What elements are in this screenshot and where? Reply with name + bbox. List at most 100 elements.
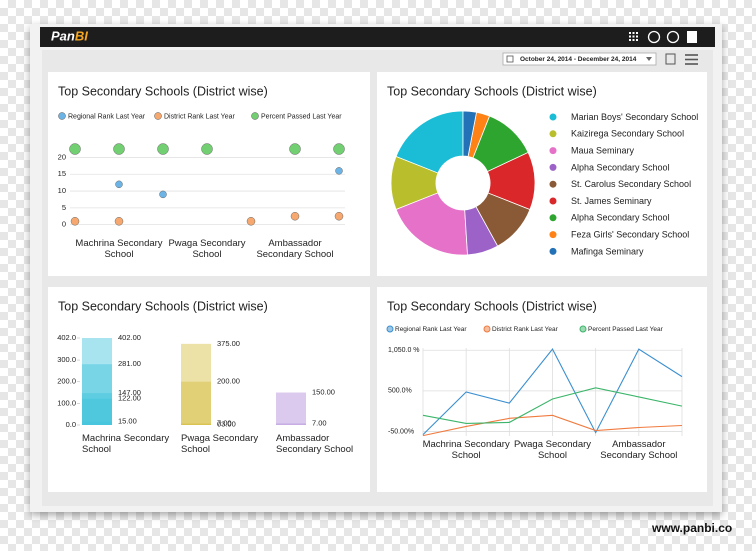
- x-tick-label: Ambassador Secondary School: [600, 439, 678, 461]
- legend-label: St. Carolus Secondary School: [571, 179, 691, 189]
- y-tick-label: -50.00%: [388, 428, 414, 435]
- y-tick-label: 1,050.0 %: [388, 347, 420, 354]
- bar: [82, 338, 112, 425]
- value-label: 150.00: [312, 388, 335, 397]
- point: [70, 217, 80, 226]
- user-icon[interactable]: [666, 30, 680, 44]
- x-tick-label: Pwaga Secondary School: [181, 433, 259, 455]
- value-label: 15.00: [118, 417, 137, 426]
- legend-marker: [154, 112, 162, 120]
- y-tick-label: 15: [58, 169, 66, 178]
- legend-label: Alpha Secondary School: [571, 162, 670, 172]
- point: [114, 217, 124, 226]
- legend-label: Percent Passed Last Year: [588, 326, 664, 333]
- edit-icon[interactable]: [665, 53, 676, 65]
- dropdown-arrow: [646, 57, 652, 61]
- legend-label: St. James Seminary: [571, 196, 652, 206]
- y-tick-label: 10: [58, 186, 66, 195]
- legend-label: Marian Boys' Secondary School: [571, 112, 698, 122]
- value-label: 402.00: [118, 333, 141, 342]
- value-label: 7.00: [217, 418, 232, 427]
- value-label: 375.00: [217, 339, 240, 348]
- point: [159, 190, 167, 199]
- menu-icon[interactable]: [685, 54, 698, 65]
- bar: [82, 364, 112, 425]
- bar: [82, 393, 112, 425]
- y-tick-label: 100.0: [57, 398, 76, 407]
- calendar-icon: [506, 55, 514, 63]
- value-label: 281.00: [118, 359, 141, 368]
- legend-label: District Rank Last Year: [492, 326, 559, 333]
- value-label: 200.00: [217, 377, 240, 386]
- legend-marker: [579, 325, 587, 333]
- point: [201, 143, 213, 155]
- x-tick-label: Pwaga Secondary School: [168, 238, 246, 260]
- point: [334, 211, 344, 221]
- legend-label: Alpha Secondary School: [571, 213, 670, 223]
- slice: [395, 110, 464, 174]
- bar: [276, 423, 306, 425]
- legend-label: Mafinga Seminary: [571, 246, 644, 256]
- point: [69, 143, 81, 155]
- legend-marker: [549, 130, 557, 138]
- chart-title: Top Secondary Schools (District wise): [58, 299, 268, 313]
- value-label: 147.00: [118, 388, 141, 397]
- chart-title: Top Secondary Schools (District wise): [387, 84, 597, 98]
- bar: [276, 392, 306, 425]
- card: [377, 287, 707, 492]
- x-tick-label: Ambassador Secondary School: [256, 238, 334, 260]
- x-tick-label: Machrina Secondary School: [75, 238, 163, 260]
- bar: [181, 424, 211, 425]
- help-icon[interactable]: [647, 30, 661, 44]
- legend-marker: [549, 180, 557, 188]
- legend-label: Kaizirega Secondary School: [571, 129, 684, 139]
- legend-label: District Rank Last Year: [164, 113, 235, 120]
- x-tick-label: Machrina Secondary School: [422, 439, 510, 461]
- y-tick-label: 402.0: [57, 333, 76, 342]
- y-tick-label: 300.0: [57, 355, 76, 364]
- legend-label: Regional Rank Last Year: [68, 113, 146, 120]
- legend-marker: [483, 325, 491, 333]
- x-tick-label: Ambassador Secondary School: [276, 433, 354, 455]
- value-label: 03.00: [217, 419, 236, 428]
- y-tick-label: 500.0%: [388, 388, 412, 395]
- export-icon[interactable]: [687, 31, 697, 43]
- line: [422, 414, 683, 437]
- slice: [462, 110, 477, 157]
- legend-marker: [549, 147, 557, 155]
- legend-marker: [549, 113, 557, 121]
- y-tick-label: 200.0: [57, 377, 76, 386]
- chart-title: Top Secondary Schools (District wise): [387, 299, 597, 313]
- legend-label: Maua Seminary: [571, 145, 635, 155]
- y-tick-label: 0: [62, 220, 66, 229]
- legend-label: Percent Passed Last Year: [261, 113, 342, 120]
- bar: [82, 421, 112, 425]
- point: [246, 217, 256, 226]
- legend-label: Regional Rank Last Year: [395, 326, 467, 333]
- slice: [395, 192, 468, 256]
- legend-marker: [549, 197, 557, 205]
- y-tick-label: 0.0: [66, 420, 76, 429]
- legend-marker: [549, 163, 557, 171]
- y-tick-label: 20: [58, 152, 66, 161]
- card: [48, 287, 370, 492]
- point: [290, 211, 300, 221]
- bar: [181, 343, 211, 425]
- point: [157, 143, 169, 155]
- logo: PanBI: [51, 29, 88, 44]
- value-label: 7.00: [312, 418, 327, 427]
- legend-marker: [549, 214, 557, 222]
- bar: [181, 381, 211, 425]
- x-tick-label: Pwaga Secondary School: [513, 439, 592, 461]
- bar: [181, 423, 211, 425]
- footer-url: www.panbi.co: [651, 521, 732, 535]
- legend-marker: [251, 112, 259, 120]
- date-picker[interactable]: [502, 52, 657, 66]
- legend-marker: [386, 325, 394, 333]
- y-tick-label: 5: [62, 203, 66, 212]
- line: [422, 387, 683, 424]
- apps-icon[interactable]: [629, 32, 638, 41]
- legend-marker: [549, 247, 557, 255]
